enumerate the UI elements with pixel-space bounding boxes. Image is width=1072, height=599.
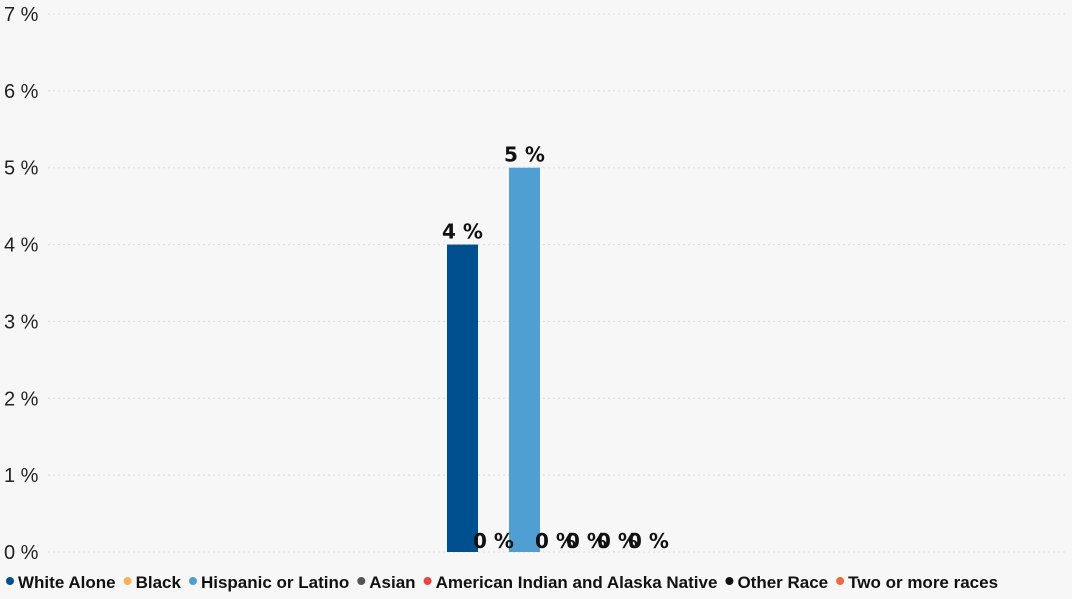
legend-marker-0 [6,577,14,585]
legend-marker-4 [423,577,432,585]
data-labels: 4 %0 %5 %0 %0 %0 %0 % [442,143,669,553]
data-label-2: 5 % [504,143,545,167]
legend-marker-3 [357,577,366,585]
y-tick-label: 2 % [4,388,39,410]
legend-item-6[interactable]: Two or more races [848,573,998,592]
legend-item-0[interactable]: White Alone [18,573,116,592]
data-label-4: 0 % [566,529,607,553]
legend-item-3[interactable]: Asian [369,573,415,592]
legend-item-4[interactable]: American Indian and Alaska Native [436,573,718,592]
legend-marker-6 [836,577,845,585]
data-label-3: 0 % [535,529,576,553]
legend-item-1[interactable]: Black [136,573,182,592]
legend-item-2[interactable]: Hispanic or Latino [201,573,349,592]
grid-layer [48,13,1068,553]
legend: White Alone Black Hispanic or Latino Asian A… [6,573,998,592]
bar-0[interactable] [447,244,478,553]
legend-marker-1 [123,577,132,585]
legend-item-5[interactable]: Other Race [737,573,828,592]
bars [447,167,540,553]
y-tick-label: 0 % [4,542,39,564]
y-tick-label: 6 % [4,81,39,103]
legend-marker-5 [725,577,734,585]
bar-2[interactable] [509,167,540,552]
y-tick-label: 3 % [4,311,39,333]
data-label-6: 0 % [628,529,669,553]
y-tick-label: 7 % [4,4,39,26]
legend-marker-2 [188,577,197,585]
y-tick-label: 5 % [4,158,39,180]
data-label-1: 0 % [473,529,514,553]
data-label-5: 0 % [597,529,638,553]
data-label-0: 4 % [442,220,483,244]
y-tick-label: 1 % [4,465,39,487]
y-axis: 0 % 1 % 2 % 3 % 4 % 5 % 6 % 7 % [4,4,39,564]
y-tick-label: 4 % [4,235,39,257]
